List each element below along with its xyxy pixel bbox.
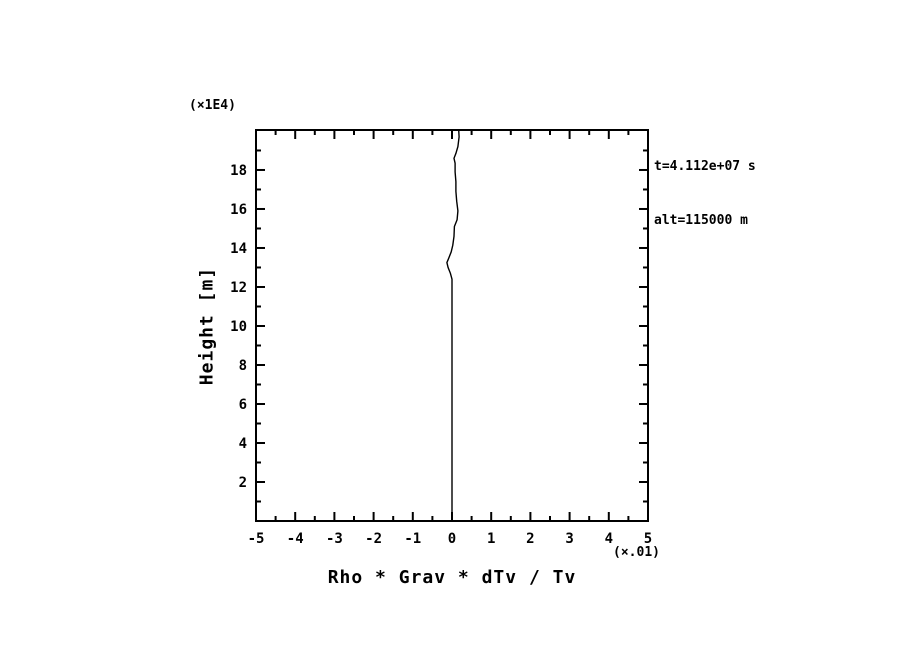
x-tick-label: -4 xyxy=(287,531,304,547)
y-axis-title: Height [m] xyxy=(196,266,218,386)
annotation-block: t=4.112e+07 s alt=115000 m xyxy=(654,122,756,266)
x-axis-title: Rho * Grav * dTv / Tv xyxy=(327,567,577,588)
x-tick-label: -1 xyxy=(404,531,421,547)
x-tick-label: 2 xyxy=(526,531,534,547)
profile-line xyxy=(446,129,460,521)
x-tick-label: -3 xyxy=(326,531,343,547)
x-tick-label: 3 xyxy=(565,531,573,547)
y-tick-label: 8 xyxy=(239,358,247,374)
y-tick-label: 2 xyxy=(239,475,247,491)
x-tick-label: 1 xyxy=(487,531,495,547)
x-tick-label: 5 xyxy=(644,531,652,547)
y-tick-label: 16 xyxy=(230,202,247,218)
y-tick-label: 4 xyxy=(239,436,247,452)
x-tick-label: 4 xyxy=(605,531,613,547)
annotation-time: t=4.112e+07 s xyxy=(654,159,756,174)
x-tick-label: 0 xyxy=(448,531,456,547)
y-axis-multiplier-label: (×1E4) xyxy=(189,98,236,113)
x-tick-label: -2 xyxy=(365,531,382,547)
annotation-altitude: alt=115000 m xyxy=(654,213,748,228)
y-tick-label: 12 xyxy=(230,280,247,296)
y-tick-label: 14 xyxy=(230,241,247,257)
y-tick-label: 10 xyxy=(230,319,247,335)
x-tick-label: -5 xyxy=(248,531,265,547)
y-tick-label: 6 xyxy=(239,397,247,413)
y-tick-label: 18 xyxy=(230,163,247,179)
x-axis-multiplier-label: (×.01) xyxy=(613,545,660,560)
